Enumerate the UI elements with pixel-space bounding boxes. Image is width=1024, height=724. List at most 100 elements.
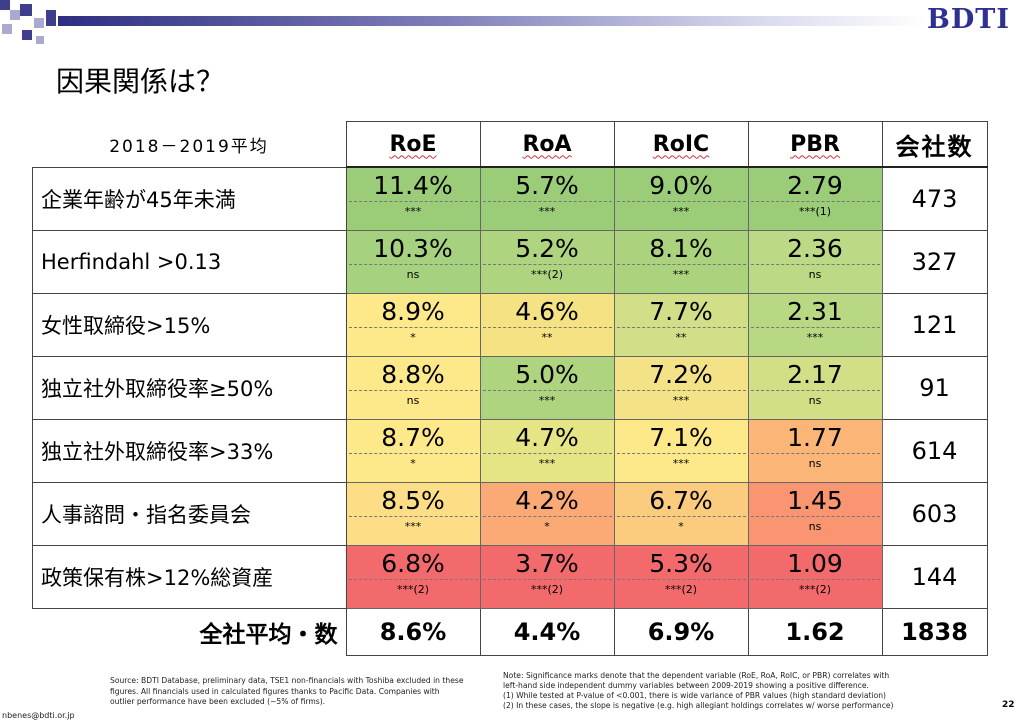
table-row: 人事諮問・指名委員会 8.5% *** 4.2% * 6.7% * 1.45 ns 603 xyxy=(32,482,988,546)
metric-value: 1.77 xyxy=(787,423,843,452)
metric-cell: 1.09 ***(2) xyxy=(747,545,883,609)
metric-value: 8.8% xyxy=(381,360,445,389)
cell-divider xyxy=(616,327,746,328)
total-value: 6.9% xyxy=(613,608,749,656)
metric-value: 2.79 xyxy=(787,171,843,200)
header-decoration: BDTI xyxy=(0,0,1024,58)
total-value: 8.6% xyxy=(345,608,481,656)
significance-mark: ns xyxy=(808,520,822,533)
metric-cell: 4.7% *** xyxy=(479,419,615,483)
cell-divider xyxy=(750,579,880,580)
metric-cell: 3.7% ***(2) xyxy=(479,545,615,609)
significance-mark: ns xyxy=(808,394,822,407)
company-count: 144 xyxy=(881,545,988,609)
significance-note: Note: Significance marks denote that the… xyxy=(503,671,973,711)
metric-cell: 7.2% *** xyxy=(613,356,749,420)
header-gradient-bar xyxy=(58,16,926,26)
metric-cell: 8.1% *** xyxy=(613,230,749,294)
contact-email: nbenes@bdti.or.jp xyxy=(2,711,75,720)
note-line: Note: Significance marks denote that the… xyxy=(503,671,890,680)
company-count: 327 xyxy=(881,230,988,294)
metric-value: 2.31 xyxy=(787,297,843,326)
metric-value: 8.5% xyxy=(381,486,445,515)
significance-mark: ns xyxy=(406,394,420,407)
metric-value: 6.8% xyxy=(381,549,445,578)
metric-cell: 5.2% ***(2) xyxy=(479,230,615,294)
company-count: 603 xyxy=(881,482,988,546)
metric-cell: 7.7% ** xyxy=(613,293,749,357)
total-row: 全社平均・数 8.6% 4.4% 6.9% 1.62 1838 xyxy=(33,608,988,656)
metric-cell: 6.8% ***(2) xyxy=(345,545,481,609)
decor-square xyxy=(2,24,12,34)
metric-value: 8.1% xyxy=(649,234,713,263)
row-label: 女性取締役>15% xyxy=(32,293,347,357)
metric-value: 4.6% xyxy=(515,297,579,326)
company-count: 614 xyxy=(881,419,988,483)
metric-value: 8.9% xyxy=(381,297,445,326)
row-label: 政策保有株>12%総資産 xyxy=(32,545,347,609)
metric-value: 4.7% xyxy=(515,423,579,452)
page-number: 22 xyxy=(1002,700,1015,710)
company-count: 473 xyxy=(881,166,988,231)
significance-mark: *** xyxy=(538,394,556,407)
cell-divider xyxy=(482,453,612,454)
cell-divider xyxy=(482,516,612,517)
significance-mark: * xyxy=(410,457,416,470)
decor-square xyxy=(0,0,10,10)
total-company-count: 1838 xyxy=(881,608,988,656)
row-label: Herfindahl >0.13 xyxy=(32,230,347,294)
cell-divider xyxy=(482,579,612,580)
total-value: 4.4% xyxy=(479,608,615,656)
total-label: 全社平均・数 xyxy=(199,622,338,649)
column-header-roe: RoE xyxy=(345,121,481,168)
metric-cell: 9.0% *** xyxy=(613,166,749,231)
decor-square xyxy=(34,18,44,28)
cell-divider xyxy=(616,453,746,454)
metric-value: 11.4% xyxy=(373,171,453,200)
cell-divider xyxy=(616,264,746,265)
cell-divider xyxy=(348,390,478,391)
metric-value: 7.7% xyxy=(649,297,713,326)
cell-divider xyxy=(482,327,612,328)
metric-cell: 4.2% * xyxy=(479,482,615,546)
row-label: 企業年齢が45年未満 xyxy=(32,166,347,231)
significance-mark: ***(2) xyxy=(798,583,832,596)
decor-square xyxy=(22,30,32,40)
table-row: Herfindahl >0.13 10.3% ns 5.2% ***(2) 8.1% ***… xyxy=(32,230,988,294)
metric-cell: 6.7% * xyxy=(613,482,749,546)
note-line: left-hand side independent dummy variabl… xyxy=(503,681,869,690)
row-label: 人事諮問・指名委員会 xyxy=(32,482,347,546)
metric-cell: 8.9% * xyxy=(345,293,481,357)
cell-divider xyxy=(616,579,746,580)
metric-cell: 5.3% ***(2) xyxy=(613,545,749,609)
cell-divider xyxy=(348,201,478,202)
significance-mark: *** xyxy=(806,331,824,344)
slide-title: 因果関係は？ xyxy=(56,65,225,98)
row-label: 独立社外取締役率≥50% xyxy=(32,356,347,420)
decor-square xyxy=(46,10,56,26)
metric-cell: 10.3% ns xyxy=(345,230,481,294)
metric-cell: 5.7% *** xyxy=(479,166,615,231)
metric-value: 7.1% xyxy=(649,423,713,452)
significance-mark: ***(2) xyxy=(664,583,698,596)
decor-square xyxy=(20,4,32,16)
cell-divider xyxy=(348,516,478,517)
significance-mark: ** xyxy=(675,331,687,344)
metric-value: 1.45 xyxy=(787,486,843,515)
company-count: 121 xyxy=(881,293,988,357)
metric-value: 7.2% xyxy=(649,360,713,389)
metric-cell: 8.5% *** xyxy=(345,482,481,546)
decor-square xyxy=(10,10,20,20)
cell-divider xyxy=(750,453,880,454)
significance-mark: *** xyxy=(672,205,690,218)
metric-value: 5.3% xyxy=(649,549,713,578)
cell-divider xyxy=(616,201,746,202)
cell-divider xyxy=(348,327,478,328)
metric-cell: 4.6% ** xyxy=(479,293,615,357)
note-line: (1) While tested at P-value of <0.001, t… xyxy=(503,691,887,700)
column-header-roa: RoA xyxy=(479,121,615,168)
metric-value: 2.36 xyxy=(787,234,843,263)
cell-divider xyxy=(616,390,746,391)
table-header-row: 2018－2019平均 RoE RoA RoIC PBR 会社数 xyxy=(33,121,988,168)
column-header-roic: RoIC xyxy=(613,121,749,168)
